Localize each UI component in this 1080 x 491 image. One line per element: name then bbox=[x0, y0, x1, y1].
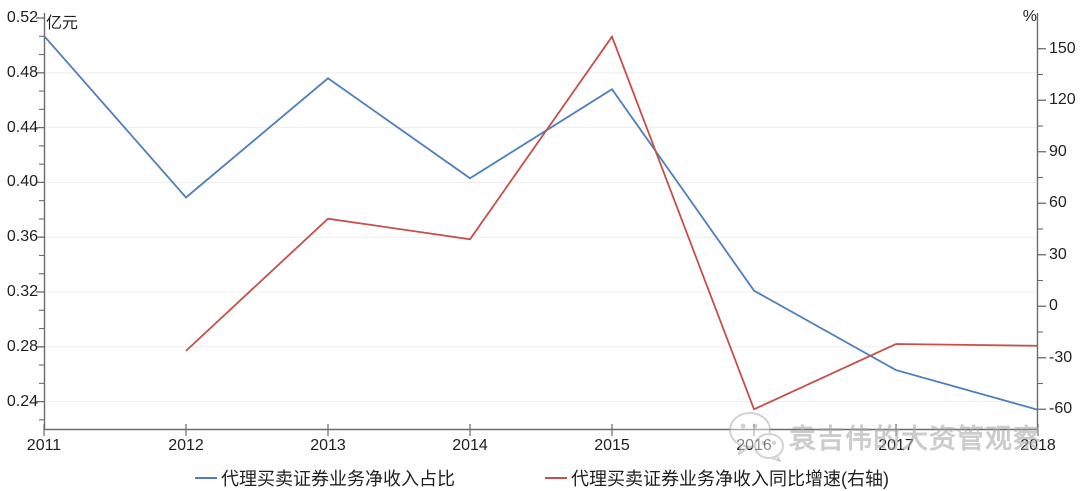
legend-item-ratio: 代理买卖证券业务净收入占比 bbox=[195, 468, 455, 489]
left-axis-tick-label: 0.52 bbox=[6, 9, 38, 26]
x-axis-tick-label: 2016 bbox=[736, 437, 772, 454]
legend-label: 代理买卖证券业务净收入同比增速(右轴) bbox=[571, 469, 889, 489]
left-axis-tick-label: 0.36 bbox=[6, 228, 38, 246]
x-axis-tick-label: 2015 bbox=[594, 437, 630, 454]
x-axis-tick-label: 2012 bbox=[168, 437, 204, 454]
right-axis-tick-label: 0 bbox=[1049, 297, 1058, 315]
x-axis-tick-label: 2018 bbox=[1020, 437, 1056, 454]
x-axis-tick-label: 2017 bbox=[878, 437, 914, 454]
left-axis-tick-label: 0.48 bbox=[6, 63, 38, 81]
right-axis-unit-label: % bbox=[1022, 8, 1037, 25]
right-axis-tick-label: 90 bbox=[1049, 142, 1067, 160]
legend-line-swatch-red bbox=[545, 477, 567, 479]
series-line-growth bbox=[185, 34, 1039, 411]
left-axis-unit-label: 亿元 bbox=[46, 15, 79, 32]
series-line-ratio bbox=[43, 35, 1039, 411]
legend-line-swatch-blue bbox=[195, 477, 217, 479]
x-axis-tick-label: 2013 bbox=[310, 437, 346, 454]
legend-item-growth: 代理买卖证券业务净收入同比增速(右轴) bbox=[545, 468, 889, 489]
left-axis-tick-label: 0.24 bbox=[6, 392, 38, 410]
x-axis-tick-label: 2014 bbox=[452, 437, 488, 454]
right-axis-tick-label: -60 bbox=[1049, 400, 1073, 418]
left-axis-tick-label: 0.32 bbox=[6, 283, 38, 300]
right-axis-tick-label: -30 bbox=[1049, 348, 1073, 366]
right-axis-tick-label: 150 bbox=[1049, 39, 1076, 57]
left-axis-tick-label: 0.28 bbox=[6, 337, 38, 355]
legend-label: 代理买卖证券业务净收入占比 bbox=[221, 469, 455, 489]
right-axis-tick-label: 60 bbox=[1049, 194, 1067, 212]
x-axis-tick-label: 2011 bbox=[26, 437, 62, 454]
left-axis-tick-label: 0.44 bbox=[6, 118, 38, 136]
right-axis-tick-label: 120 bbox=[1049, 91, 1076, 109]
right-axis-tick-label: 30 bbox=[1049, 245, 1067, 263]
left-axis-tick-label: 0.40 bbox=[6, 173, 38, 191]
